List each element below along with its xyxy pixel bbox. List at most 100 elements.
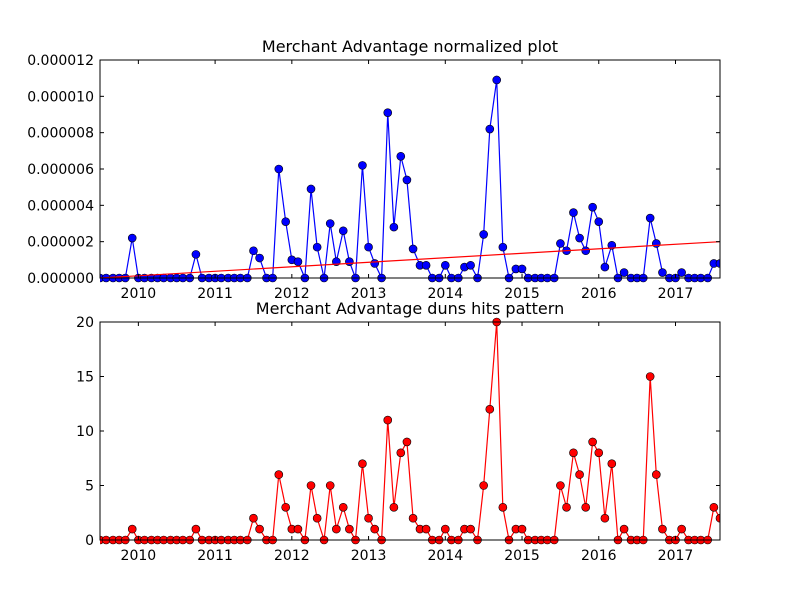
normalized-data-point <box>658 268 667 277</box>
duns-hits-data-point <box>383 415 393 425</box>
duns-hits-data-point <box>249 513 258 523</box>
normalized-x-tick-label: 2014 <box>427 286 463 302</box>
normalized-data-point <box>588 202 597 212</box>
duns-hits-data-point <box>338 502 348 512</box>
duns-hits-x-tick-label: 2013 <box>351 548 387 564</box>
duns-hits-y-tick-label: 5 <box>85 479 94 495</box>
normalized-data-point <box>389 222 399 232</box>
duns-hits-chart-title: Merchant Advantage duns hits pattern <box>256 299 564 318</box>
duns-hits-data-point <box>485 404 495 414</box>
normalized-data-point <box>498 242 508 252</box>
normalized-data-point <box>364 242 373 252</box>
duns-hits-data-point <box>619 524 629 534</box>
duns-hits-y-tick-label: 20 <box>76 315 94 331</box>
normalized-data-point <box>312 242 322 252</box>
normalized-data-point <box>677 268 686 277</box>
duns-hits-data-point <box>421 524 431 534</box>
normalized-ticks: 2010 2011 2012 2013 2014 2015 2016 2017 0.000000… <box>27 53 720 302</box>
normalized-data-point <box>619 268 629 277</box>
duns-hits-data-point <box>600 513 610 523</box>
duns-hits-data-point <box>345 524 354 534</box>
normalized-data-point <box>485 124 495 134</box>
duns-hits-data-point <box>370 524 380 534</box>
normalized-chart-title: Merchant Advantage normalized plot <box>262 37 558 56</box>
chart-normalized: 2010 2011 2012 2013 2014 2015 2016 2017 0.000000… <box>27 37 721 302</box>
duns-hits-data-point <box>312 513 322 523</box>
normalized-data-point <box>600 262 610 272</box>
duns-hits-data-point <box>594 448 604 458</box>
normalized-data-point <box>274 164 284 174</box>
duns-hits-x-tick-label: 2016 <box>581 548 617 564</box>
normalized-y-tick-label: 0.000004 <box>27 198 94 214</box>
normalized-data-point <box>358 161 367 170</box>
normalized-data-point <box>370 259 380 268</box>
normalized-data-point <box>569 208 578 217</box>
normalized-x-tick-label: 2017 <box>658 286 694 302</box>
normalized-x-tick-label: 2016 <box>581 286 617 302</box>
normalized-y-tick-label: 0.000012 <box>27 53 94 69</box>
duns-hits-y-tick-label: 0 <box>85 533 94 549</box>
duns-hits-data-point <box>191 524 201 534</box>
duns-hits-x-tick-label: 2010 <box>121 548 157 564</box>
duns-hits-data-point <box>274 470 284 479</box>
normalized-data-point <box>575 233 584 243</box>
normalized-data-point <box>325 219 335 228</box>
duns-hits-x-tick-label: 2017 <box>658 548 694 564</box>
normalized-y-tick-label: 0.000010 <box>27 89 94 105</box>
duns-hits-ticks: 2010 2011 2012 2013 2014 2015 2016 2017 0 5 10 15 20 <box>76 315 720 564</box>
duns-hits-data-point <box>498 502 508 512</box>
duns-hits-data-point <box>364 513 373 523</box>
duns-hits-data-point <box>293 524 303 534</box>
duns-hits-data-point <box>709 502 719 512</box>
chart-duns-hits: 2010 2011 2012 2013 2014 2015 2016 201705101520… <box>76 299 721 564</box>
duns-hits-data-point <box>588 437 597 447</box>
duns-hits-data-point <box>607 459 617 469</box>
duns-hits-data-point <box>306 481 316 490</box>
normalized-data-point <box>383 108 393 117</box>
normalized-data-point <box>466 260 475 270</box>
normalized-x-tick-label: 2015 <box>504 286 540 302</box>
normalized-data-point <box>281 217 290 226</box>
duns-hits-data-point <box>556 481 565 490</box>
duns-hits-data-point <box>581 502 591 512</box>
duns-hits-data-point <box>658 524 667 534</box>
duns-hits-data-point <box>408 513 418 523</box>
normalized-data-point <box>440 260 450 270</box>
duns-hits-x-tick-label: 2011 <box>197 548 233 564</box>
duns-hits-data-point <box>479 481 488 490</box>
normalized-data-point <box>345 257 354 266</box>
normalized-data-point <box>715 259 720 268</box>
duns-hits-data-point <box>402 437 412 447</box>
normalized-data-point <box>402 175 412 185</box>
duns-hits-y-tick-label: 15 <box>76 370 94 386</box>
duns-hits-data-point <box>645 372 655 381</box>
normalized-x-tick-label: 2012 <box>274 286 310 302</box>
duns-hits-data-point <box>466 524 475 534</box>
normalized-data-point <box>479 230 488 239</box>
normalized-data-point <box>249 246 258 256</box>
normalized-x-tick-label: 2010 <box>121 286 157 302</box>
normalized-data-point <box>581 246 591 256</box>
duns-hits-data-point <box>127 524 137 534</box>
normalized-data-point <box>396 151 406 161</box>
normalized-data-point <box>293 257 303 266</box>
duns-hits-data-point <box>396 448 406 458</box>
duns-hits-data-point <box>575 470 584 479</box>
normalized-x-tick-label: 2011 <box>197 286 233 302</box>
duns-hits-data-point <box>569 448 578 458</box>
duns-hits-x-tick-label: 2012 <box>274 548 310 564</box>
normalized-data-point <box>255 253 264 263</box>
duns-hits-data-point <box>358 459 367 469</box>
duns-hits-data-point <box>562 502 571 512</box>
duns-hits-data-point <box>652 470 661 479</box>
normalized-data-point <box>306 184 316 194</box>
normalized-y-tick-label: 0.000000 <box>27 271 94 287</box>
duns-hits-data-point <box>332 524 341 534</box>
normalized-data-point <box>408 244 418 254</box>
duns-hits-data-point <box>281 502 290 512</box>
duns-hits-data-point <box>325 481 335 490</box>
duns-hits-data-point <box>715 513 720 523</box>
duns-hits-data-point <box>517 524 527 534</box>
normalized-x-tick-label: 2013 <box>351 286 387 302</box>
